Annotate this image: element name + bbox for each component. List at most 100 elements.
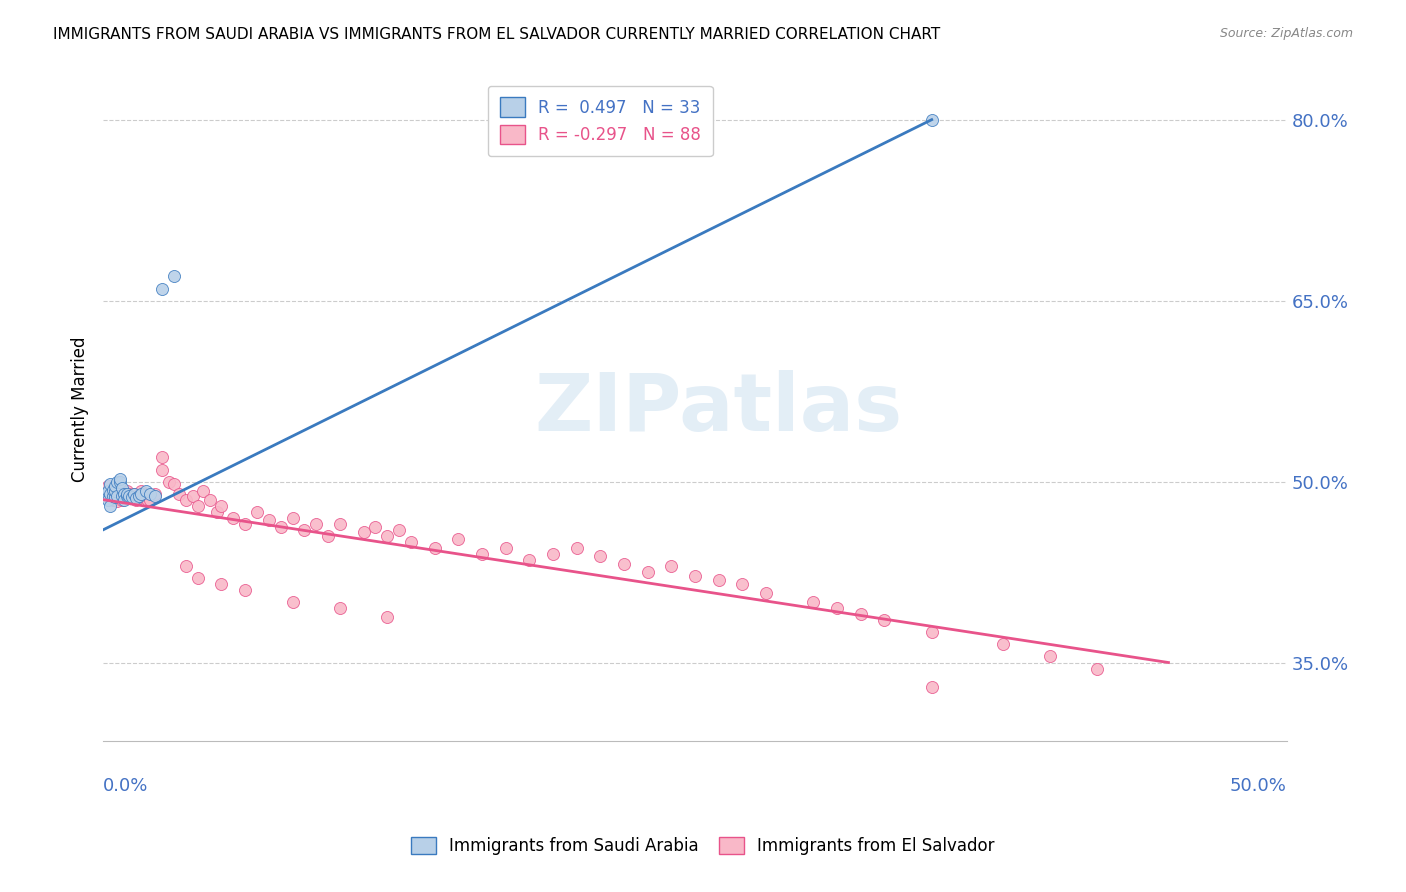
Point — [257, 513, 280, 527]
Point — [115, 489, 138, 503]
Point — [105, 494, 128, 508]
Point — [97, 492, 120, 507]
Point — [114, 486, 136, 500]
Point — [125, 491, 148, 506]
Point — [108, 472, 131, 486]
Point — [97, 479, 120, 493]
Point — [613, 557, 636, 571]
Point — [211, 499, 233, 513]
Point — [104, 490, 127, 504]
Point — [121, 490, 143, 504]
Point — [281, 595, 304, 609]
Point — [187, 571, 209, 585]
Point — [94, 486, 117, 500]
Point — [111, 492, 134, 507]
Point — [683, 568, 706, 582]
Point — [115, 486, 138, 500]
Point — [121, 490, 143, 504]
Point — [181, 489, 204, 503]
Point — [105, 489, 128, 503]
Point — [589, 549, 612, 564]
Point — [118, 489, 141, 503]
Point — [101, 483, 124, 497]
Point — [101, 492, 124, 507]
Point — [98, 490, 121, 504]
Point — [97, 489, 120, 503]
Point — [104, 479, 127, 493]
Point — [98, 477, 121, 491]
Point — [104, 484, 127, 499]
Point — [122, 486, 145, 500]
Point — [565, 541, 588, 555]
Point — [233, 583, 256, 598]
Point — [222, 510, 245, 524]
Point — [329, 601, 352, 615]
Point — [150, 462, 173, 476]
Point — [305, 516, 328, 531]
Point — [104, 481, 127, 495]
Point — [97, 484, 120, 499]
Point — [174, 492, 197, 507]
Point — [364, 520, 387, 534]
Text: IMMIGRANTS FROM SAUDI ARABIA VS IMMIGRANTS FROM EL SALVADOR CURRENTLY MARRIED CO: IMMIGRANTS FROM SAUDI ARABIA VS IMMIGRAN… — [53, 27, 941, 42]
Point — [1039, 649, 1062, 664]
Point — [659, 559, 682, 574]
Point — [139, 492, 162, 507]
Text: 50.0%: 50.0% — [1230, 778, 1286, 796]
Point — [157, 475, 180, 489]
Point — [198, 492, 221, 507]
Point — [991, 637, 1014, 651]
Point — [167, 486, 190, 500]
Point — [731, 577, 754, 591]
Point — [329, 516, 352, 531]
Point — [94, 486, 117, 500]
Point — [423, 541, 446, 555]
Point — [105, 475, 128, 489]
Point — [1087, 662, 1109, 676]
Point — [174, 559, 197, 574]
Point — [108, 475, 131, 489]
Point — [115, 489, 138, 503]
Point — [801, 595, 824, 609]
Point — [114, 492, 136, 507]
Point — [128, 489, 150, 503]
Point — [101, 483, 124, 497]
Point — [101, 489, 124, 503]
Point — [447, 533, 470, 547]
Point — [517, 553, 540, 567]
Point — [111, 481, 134, 495]
Point — [707, 574, 730, 588]
Point — [104, 490, 127, 504]
Legend: Immigrants from Saudi Arabia, Immigrants from El Salvador: Immigrants from Saudi Arabia, Immigrants… — [405, 830, 1001, 862]
Point — [163, 269, 186, 284]
Point — [205, 505, 228, 519]
Point — [150, 450, 173, 465]
Point — [98, 499, 121, 513]
Point — [118, 486, 141, 500]
Point — [187, 499, 209, 513]
Point — [98, 486, 121, 500]
Text: Source: ZipAtlas.com: Source: ZipAtlas.com — [1219, 27, 1353, 40]
Point — [111, 489, 134, 503]
Point — [316, 529, 339, 543]
Point — [150, 281, 173, 295]
Point — [825, 601, 848, 615]
Point — [122, 486, 145, 500]
Point — [353, 525, 375, 540]
Point — [471, 547, 494, 561]
Point — [139, 486, 162, 500]
Point — [108, 490, 131, 504]
Point — [98, 484, 121, 499]
Point — [270, 520, 292, 534]
Point — [143, 489, 166, 503]
Point — [388, 523, 411, 537]
Point — [135, 491, 157, 506]
Y-axis label: Currently Married: Currently Married — [72, 336, 89, 482]
Point — [755, 585, 778, 599]
Point — [191, 484, 214, 499]
Point — [163, 477, 186, 491]
Point — [135, 484, 157, 499]
Point — [105, 486, 128, 500]
Point — [233, 516, 256, 531]
Point — [292, 523, 315, 537]
